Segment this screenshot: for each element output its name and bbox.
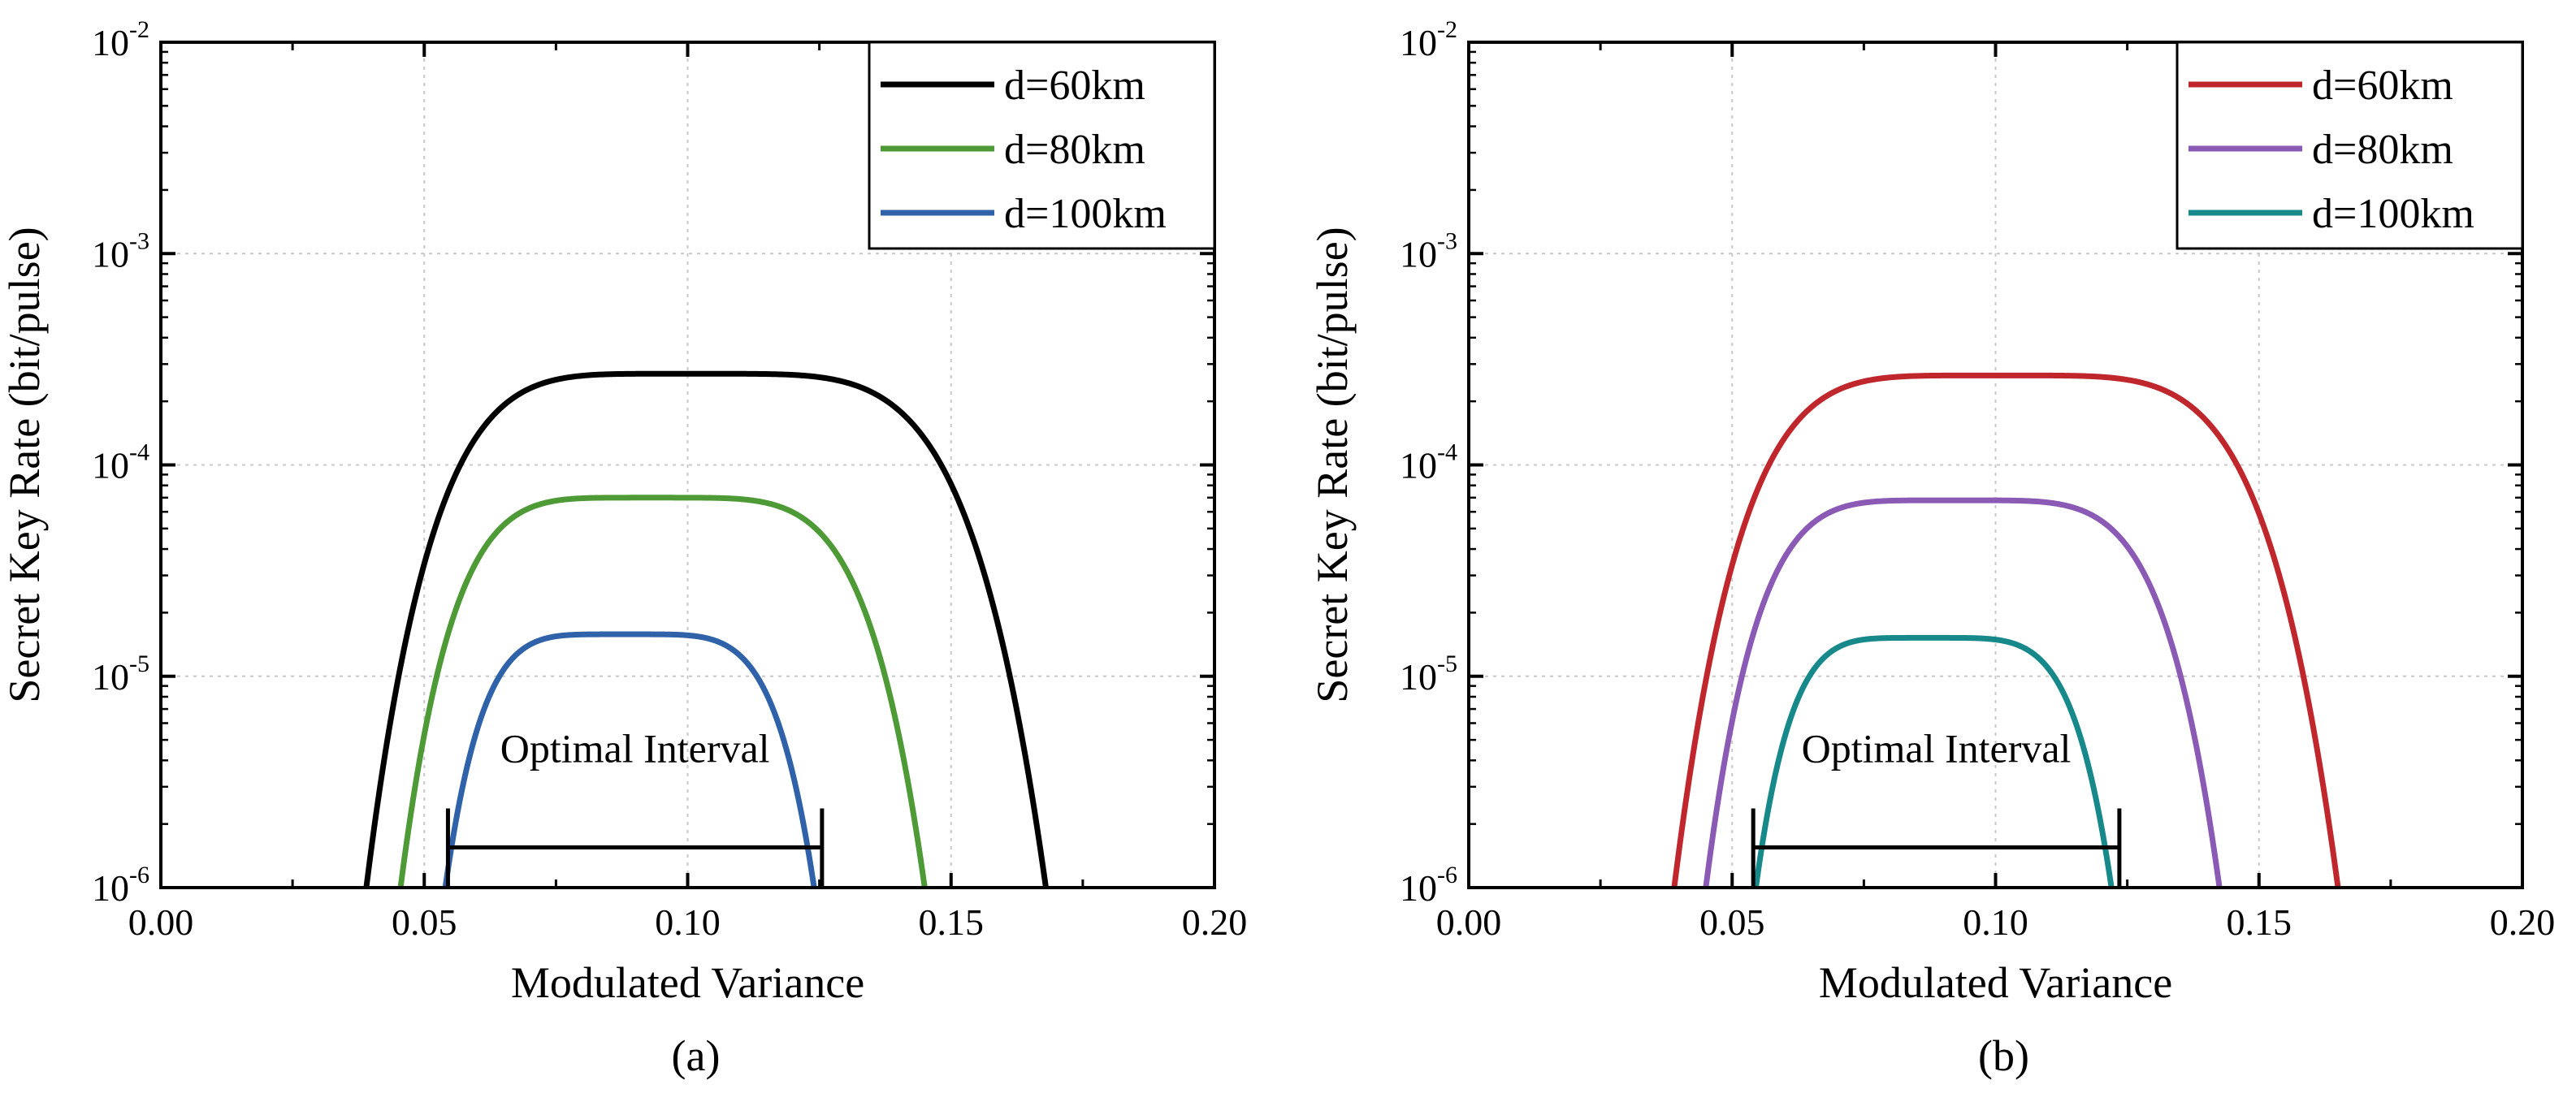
series-line-d-60km <box>363 370 1049 888</box>
legend-label: d=100km <box>1004 191 1167 237</box>
y-tick-label: 10-2 <box>92 16 149 63</box>
x-tick-label: 0.15 <box>2227 901 2292 943</box>
legend: d=60km d=80km d=100km <box>2176 41 2524 250</box>
x-tick-label: 0.05 <box>392 901 457 943</box>
legend-label: d=60km <box>1004 63 1145 109</box>
x-tick-label: 0.10 <box>1963 901 2028 943</box>
x-tick-label: 0.20 <box>2490 901 2556 943</box>
y-tick-label: 10-2 <box>1400 16 1457 63</box>
x-axis-label: Modulated Variance <box>511 958 864 1007</box>
interval-label: Optimal Interval <box>1802 725 2072 771</box>
panel-label: (b) <box>1978 1031 2029 1080</box>
y-axis-label: Secret Key Rate (bit/pulse) <box>1308 227 1357 702</box>
y-tick-label: 10-3 <box>92 227 149 274</box>
x-axis-ticks: 0.00 0.05 0.10 0.15 0.20 <box>1436 42 2556 943</box>
chart-panel-2: Optimal Interval 0.00 0.05 0.10 0.15 0.20 10-6… <box>1308 16 2555 1080</box>
x-tick-label: 0.15 <box>919 901 985 943</box>
y-tick-label: 10-5 <box>1400 650 1457 698</box>
y-tick-label: 10-6 <box>1400 862 1457 909</box>
legend-label: d=80km <box>1004 127 1145 173</box>
series-line-d-60km <box>1671 372 2341 888</box>
y-tick-label: 10-4 <box>92 439 149 486</box>
x-tick-label: 0.00 <box>1436 901 1502 943</box>
series-line-d-100km <box>442 631 817 888</box>
panel-label: (a) <box>672 1031 721 1080</box>
y-tick-label: 10-3 <box>1400 227 1457 274</box>
x-axis-label: Modulated Variance <box>1819 958 2172 1007</box>
series-group <box>1671 372 2341 888</box>
y-tick-label: 10-5 <box>92 650 149 698</box>
series-line-d-100km <box>1752 634 2115 888</box>
legend-label: d=100km <box>2312 191 2474 237</box>
interval-label: Optimal Interval <box>500 725 770 771</box>
y-tick-label: 10-4 <box>1400 439 1457 486</box>
x-tick-label: 0.20 <box>1182 901 1248 943</box>
optimal-interval-annotation: Optimal Interval <box>445 725 825 887</box>
y-axis-label: Secret Key Rate (bit/pulse) <box>0 227 49 702</box>
x-tick-label: 0.00 <box>128 901 194 943</box>
series-group <box>363 370 1049 888</box>
x-tick-label: 0.05 <box>1699 901 1765 943</box>
x-axis-ticks: 0.00 0.05 0.10 0.15 0.20 <box>128 42 1248 943</box>
y-tick-label: 10-6 <box>92 862 149 909</box>
optimal-interval-annotation: Optimal Interval <box>1751 725 2122 887</box>
series-line-d-80km <box>397 495 928 888</box>
series-line-d-80km <box>1703 497 2223 888</box>
y-axis-ticks: 10-6 10-5 10-4 10-3 10-2 <box>92 16 1214 909</box>
legend-label: d=60km <box>2312 63 2453 109</box>
x-tick-label: 0.10 <box>655 901 721 943</box>
legend-label: d=80km <box>2312 127 2453 173</box>
legend: d=60km d=80km d=100km <box>868 41 1216 250</box>
